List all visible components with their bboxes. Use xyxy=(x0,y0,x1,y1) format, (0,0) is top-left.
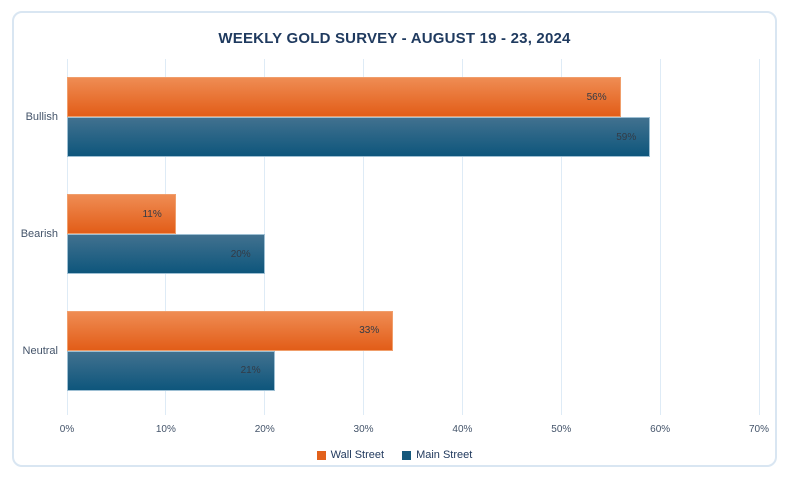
x-tick-label: 40% xyxy=(452,424,473,435)
category-label: Bullish xyxy=(25,111,58,124)
x-tick-label: 30% xyxy=(353,424,374,435)
gridline xyxy=(758,59,760,415)
gridline xyxy=(560,59,562,415)
x-axis: 0% 10% 20% 30% 40% 50% 60% 70% xyxy=(60,424,769,438)
bar-main-street: 21% xyxy=(67,350,275,391)
legend-label: Wall Street xyxy=(330,449,385,461)
legend-label: Main Street xyxy=(416,449,473,461)
category-row: Bullish 56% 59% xyxy=(20,59,759,176)
category-row: Bearish 11% 20% xyxy=(20,176,759,293)
chart-card: WEEKLY GOLD SURVEY - AUGUST 19 - 23, 202… xyxy=(12,11,777,467)
legend-item-wall-street: Wall Street xyxy=(316,449,385,461)
x-tick-label: 60% xyxy=(650,424,671,435)
gridline xyxy=(461,59,463,415)
gridline xyxy=(659,59,661,415)
x-tick-label: 50% xyxy=(551,424,572,435)
gridline xyxy=(363,59,365,415)
gridline xyxy=(264,59,266,415)
legend: Wall Street Main Street xyxy=(14,449,775,461)
chart-title: WEEKLY GOLD SURVEY - AUGUST 19 - 23, 202… xyxy=(218,30,571,47)
legend-swatch-icon xyxy=(316,450,326,460)
bar-rows: Bullish 56% 59% Bearish 11% 20% Neutral 33% 21% xyxy=(20,59,759,409)
bar-value-label: 21% xyxy=(240,365,261,377)
bar-value-label: 56% xyxy=(586,91,607,103)
bars-group: 33% 21% xyxy=(67,292,759,409)
legend-swatch-icon xyxy=(402,450,412,460)
category-label: Bearish xyxy=(20,228,58,240)
bar-wall-street: 56% xyxy=(67,77,621,118)
legend-item-main-street: Main Street xyxy=(402,449,472,461)
bars-group: 56% 59% xyxy=(67,59,759,176)
bar-value-label: 20% xyxy=(230,248,251,260)
bars-group: 11% 20% xyxy=(67,176,759,293)
x-tick-label: 70% xyxy=(748,424,770,435)
bar-main-street: 20% xyxy=(67,234,265,274)
category-label: Neutral xyxy=(22,344,58,357)
bar-value-label: 33% xyxy=(359,325,380,337)
bar-value-label: 59% xyxy=(616,131,637,143)
x-tick-label: 0% xyxy=(59,424,75,435)
category-row: Neutral 33% 21% xyxy=(20,292,759,409)
bar-value-label: 11% xyxy=(142,208,162,220)
x-tick-label: 10% xyxy=(155,424,176,435)
x-tick-label: 20% xyxy=(254,424,275,435)
bar-wall-street: 11% xyxy=(67,194,176,234)
bar-main-street: 59% xyxy=(67,117,651,158)
bar-wall-street: 33% xyxy=(67,310,394,351)
